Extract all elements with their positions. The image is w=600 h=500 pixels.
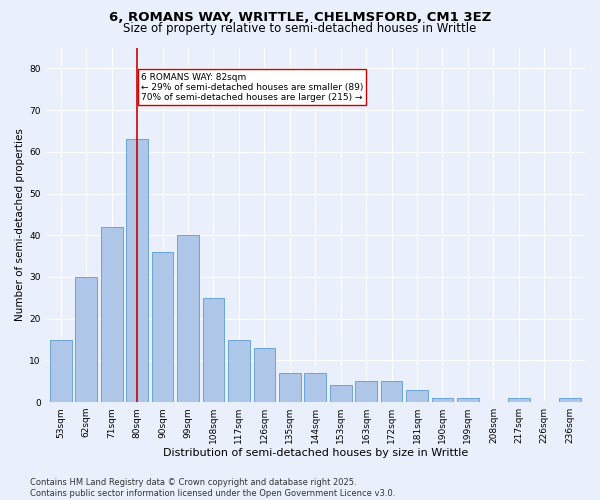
Bar bbox=[177, 235, 199, 402]
Bar bbox=[228, 340, 250, 402]
Text: Contains HM Land Registry data © Crown copyright and database right 2025.
Contai: Contains HM Land Registry data © Crown c… bbox=[30, 478, 395, 498]
Bar bbox=[381, 381, 403, 402]
Y-axis label: Number of semi-detached properties: Number of semi-detached properties bbox=[15, 128, 25, 321]
Bar bbox=[50, 340, 71, 402]
Text: Size of property relative to semi-detached houses in Writtle: Size of property relative to semi-detach… bbox=[124, 22, 476, 35]
Bar bbox=[304, 373, 326, 402]
Bar bbox=[457, 398, 479, 402]
Text: 6, ROMANS WAY, WRITTLE, CHELMSFORD, CM1 3EZ: 6, ROMANS WAY, WRITTLE, CHELMSFORD, CM1 … bbox=[109, 11, 491, 24]
Bar bbox=[508, 398, 530, 402]
Bar bbox=[406, 390, 428, 402]
Bar bbox=[127, 140, 148, 402]
Bar bbox=[254, 348, 275, 402]
Bar bbox=[203, 298, 224, 402]
Bar bbox=[279, 373, 301, 402]
Bar bbox=[431, 398, 454, 402]
Bar bbox=[355, 381, 377, 402]
Bar bbox=[559, 398, 581, 402]
Bar bbox=[101, 227, 122, 402]
Bar bbox=[330, 386, 352, 402]
Text: 6 ROMANS WAY: 82sqm
← 29% of semi-detached houses are smaller (89)
70% of semi-d: 6 ROMANS WAY: 82sqm ← 29% of semi-detach… bbox=[141, 72, 364, 102]
Bar bbox=[152, 252, 173, 402]
Bar bbox=[76, 277, 97, 402]
X-axis label: Distribution of semi-detached houses by size in Writtle: Distribution of semi-detached houses by … bbox=[163, 448, 468, 458]
